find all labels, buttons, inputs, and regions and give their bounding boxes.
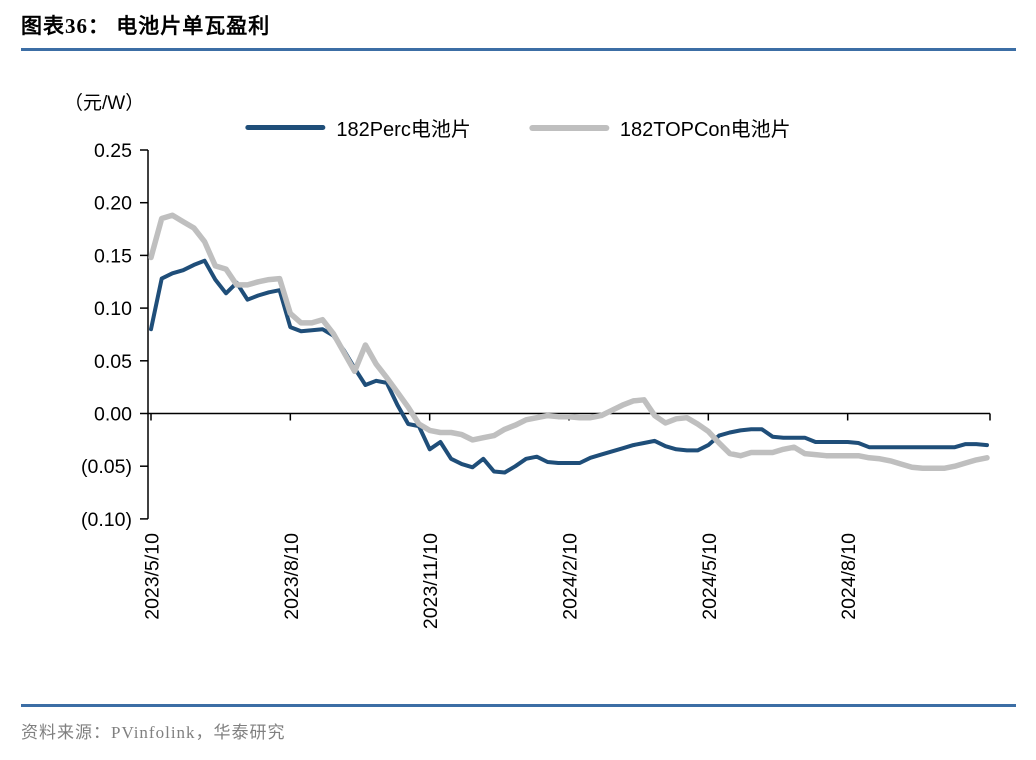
- y-axis-tick-label: 0.20: [94, 193, 132, 215]
- legend-line-swatch-182perc: [245, 125, 326, 130]
- x-axis-tick-label: 2024/5/10: [699, 533, 721, 620]
- x-axis-tick-label: 2024/8/10: [838, 533, 860, 620]
- y-axis-tick-label: 0.15: [94, 245, 132, 267]
- figure-footer: 资料来源：PVinfolink，华泰研究: [21, 704, 1016, 743]
- legend-label-182topcon: 182TOPCon电池片: [619, 119, 791, 141]
- y-axis-tick-label: 0.05: [94, 351, 132, 373]
- figure-title: 图表36： 电池片单瓦盈利: [21, 14, 271, 38]
- x-axis-tick-label: 2023/8/10: [281, 533, 303, 620]
- source-note: 资料来源：PVinfolink，华泰研究: [21, 723, 286, 742]
- legend-line-swatch-182topcon: [528, 124, 609, 131]
- legend-item-182topcon: 182TOPCon电池片: [528, 113, 791, 142]
- chart-svg: 0.25 0.20 0.15 0.10 0.05 0.00 (0.05) (0.10) 2023…: [81, 140, 991, 629]
- y-axis-tick-label: (0.10): [81, 509, 132, 531]
- y-axis-tick-label: 0.00: [94, 404, 132, 426]
- series-line-182topcon: [148, 212, 990, 472]
- legend-item-182perc: 182Perc电池片: [245, 113, 471, 142]
- y-axis-tick-label: (0.05): [81, 456, 132, 478]
- series-line-182perc: [149, 258, 989, 475]
- y-axis-unit-label: （元/W）: [64, 93, 145, 114]
- x-axis-tick-label: 2023/11/10: [420, 533, 442, 629]
- y-axis-tick-label: 0.25: [94, 140, 132, 162]
- x-axis-tick-label: 2024/2/10: [560, 533, 582, 620]
- x-axis-tick-label: 2023/5/10: [142, 533, 164, 620]
- chart-legend: 182Perc电池片 182TOPCon电池片: [245, 113, 791, 142]
- y-axis-tick-label: 0.10: [94, 298, 132, 320]
- figure-header: 图表36： 电池片单瓦盈利: [21, 10, 1016, 51]
- legend-label-182perc: 182Perc电池片: [336, 119, 471, 141]
